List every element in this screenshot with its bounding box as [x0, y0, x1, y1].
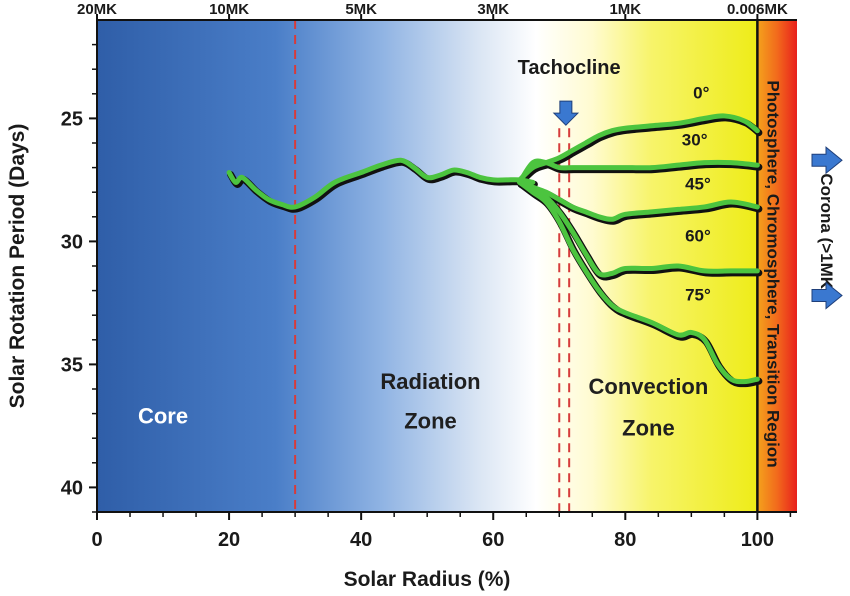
latitude-label-2: 45°	[685, 175, 711, 194]
latitude-label-0: 0°	[693, 84, 709, 103]
top-tick-label: 5MK	[345, 1, 377, 18]
top-axis-ticks: 20MK 10MK 5MK 3MK 1MK 0.006MK	[77, 1, 788, 20]
x-tick-label: 0	[91, 529, 102, 551]
convection-zone-label: Convection	[589, 374, 709, 399]
rotation-curves	[226, 113, 763, 388]
interior-curve	[226, 157, 536, 210]
corona-arrow-icon	[811, 281, 843, 310]
zone-boundaries	[294, 20, 759, 512]
y-axis-ticks: 25 30 35 40	[61, 43, 97, 513]
lat-1-curve	[517, 158, 760, 185]
latitude-label-4: 75°	[685, 285, 711, 304]
plot-background	[97, 20, 758, 512]
x-tick-label: 80	[614, 529, 636, 551]
surface-layer-label: Photosphere, Chromosphere, Transition Re…	[763, 80, 782, 467]
top-tick-label: 0.006MK	[727, 1, 788, 18]
convection-zone-label-line2: Zone	[622, 416, 675, 441]
y-tick-label: 30	[61, 231, 83, 253]
tachocline-label: Tachocline	[518, 57, 621, 79]
latitude-labels: 0° 30° 45° 60° 75°	[682, 84, 711, 305]
x-axis-ticks: 0 20 40 60 80 100	[91, 512, 792, 551]
y-tick-label: 35	[61, 354, 83, 376]
surface-layer-band	[757, 20, 797, 512]
radiation-zone-label-line2: Zone	[404, 408, 457, 433]
corona-arrow-icon	[811, 146, 843, 175]
lat-3-curve	[517, 179, 760, 278]
y-axis-label: Solar Rotation Period (Days)	[6, 124, 29, 409]
x-tick-label: 60	[482, 529, 504, 551]
top-tick-label: 20MK	[77, 1, 117, 18]
lat-4-curve	[517, 179, 760, 385]
core-zone-label: Core	[138, 403, 188, 428]
x-tick-label: 40	[350, 529, 372, 551]
x-axis-label: Solar Radius (%)	[344, 568, 511, 591]
x-tick-label: 100	[741, 529, 774, 551]
top-tick-label: 3MK	[477, 1, 509, 18]
latitude-label-3: 60°	[685, 226, 711, 245]
lat-2-curve	[517, 179, 760, 222]
top-tick-label: 1MK	[609, 1, 641, 18]
radiation-zone-label: Radiation	[380, 369, 480, 394]
top-tick-label: 10MK	[209, 1, 249, 18]
x-tick-label: 20	[218, 529, 240, 551]
y-tick-label: 40	[61, 477, 83, 499]
y-tick-label: 25	[61, 108, 83, 130]
tachocline-arrow-icon	[552, 100, 580, 126]
latitude-label-1: 30°	[682, 130, 708, 149]
corona-label: Corona (>1MK)	[817, 173, 836, 294]
